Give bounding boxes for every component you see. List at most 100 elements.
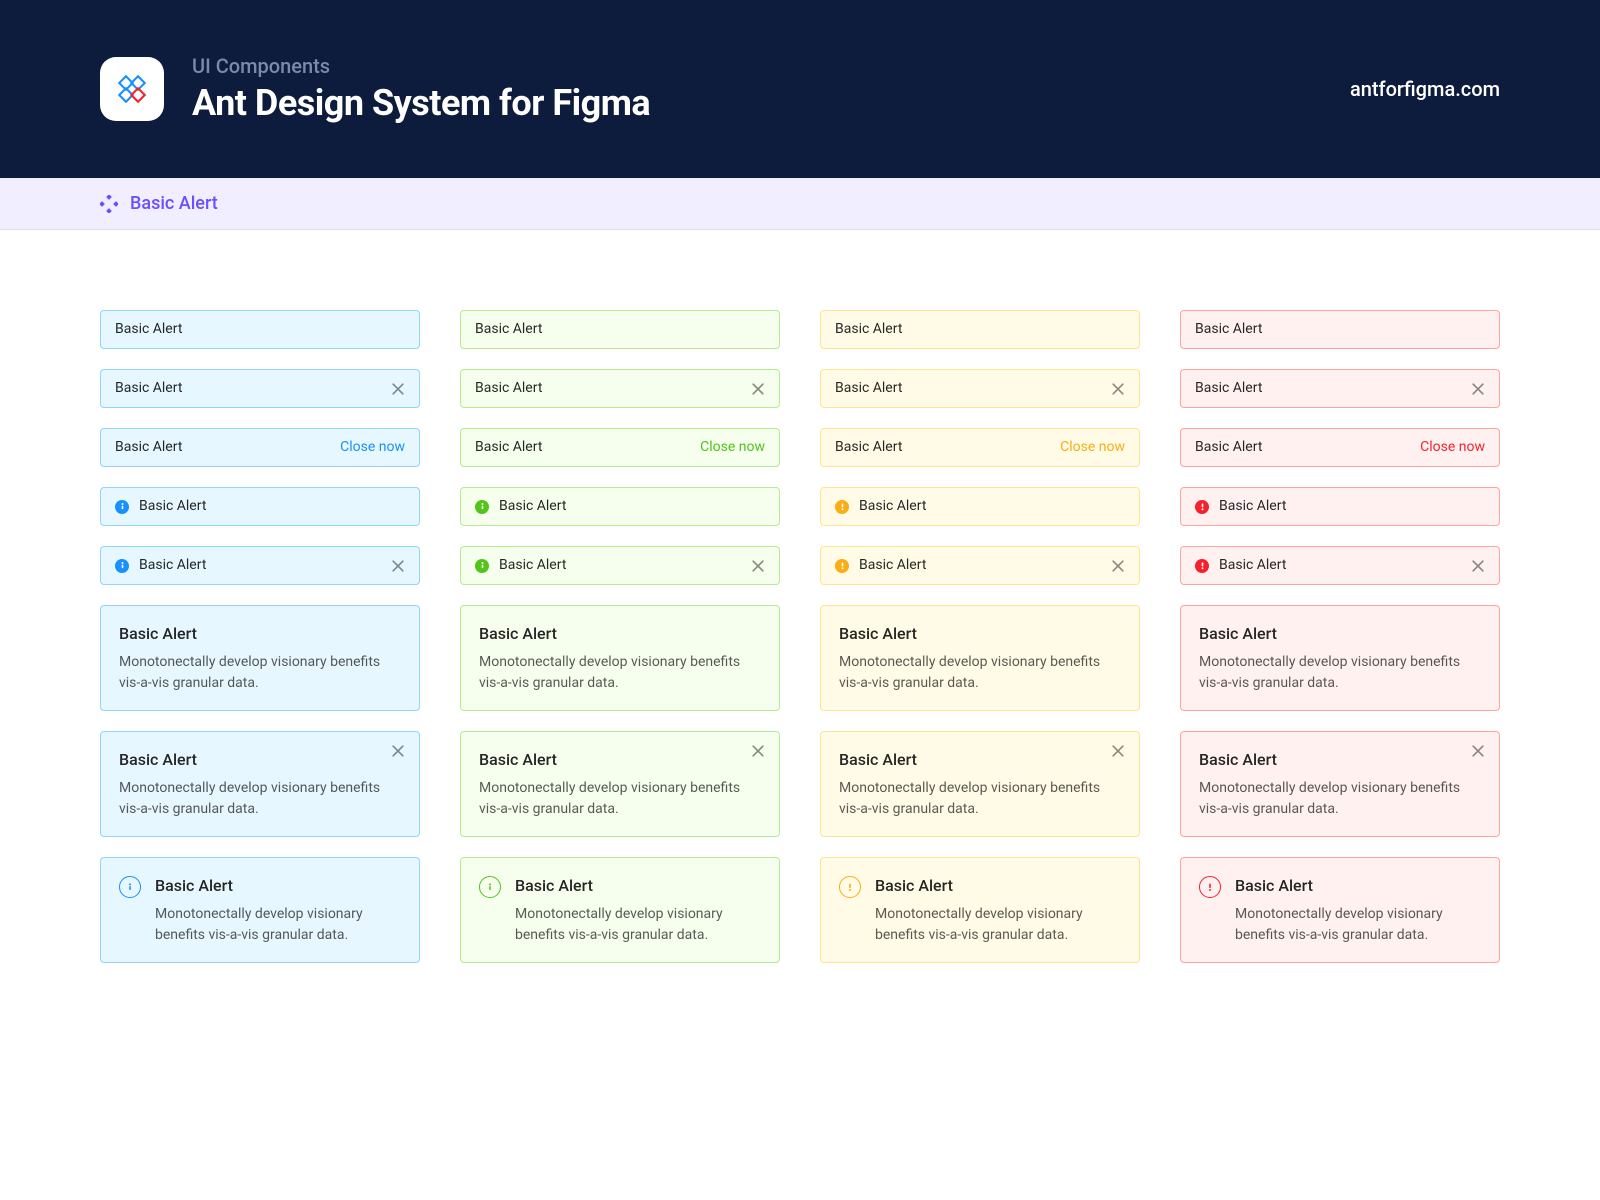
alert-status-icon: [115, 559, 129, 573]
alert-warning-plain_close_x: Basic Alert: [820, 369, 1140, 408]
alert-error-plain_icon_close_x: Basic Alert: [1180, 546, 1500, 585]
alerts-grid: Basic Alert Basic Alert Basic Alert Close…: [100, 310, 1500, 963]
alert-title: Basic Alert: [515, 874, 761, 898]
alert-message: Basic Alert: [115, 437, 332, 458]
alert-column-warning: Basic Alert Basic Alert Basic Alert Close…: [820, 310, 1140, 963]
alert-success-plain_close_x: Basic Alert: [460, 369, 780, 408]
section-diamond-icon: [100, 195, 118, 213]
close-icon[interactable]: [1471, 382, 1485, 396]
alert-message: Basic Alert: [475, 437, 692, 458]
alert-description: Monotonectally develop visionary benefit…: [119, 652, 401, 694]
alert-title: Basic Alert: [1235, 874, 1481, 898]
alert-warning-big: Basic Alert Monotonectally develop visio…: [820, 605, 1140, 711]
alert-status-icon: [839, 876, 861, 898]
alert-description: Monotonectally develop visionary benefit…: [155, 904, 401, 946]
hero-titles: UI Components Ant Design System for Figm…: [192, 54, 650, 124]
alert-message: Basic Alert: [835, 319, 1125, 340]
alert-description: Monotonectally develop visionary benefit…: [1199, 652, 1481, 694]
alert-message: Basic Alert: [139, 496, 405, 517]
close-icon[interactable]: [1471, 744, 1485, 758]
alert-title: Basic Alert: [875, 874, 1121, 898]
alert-status-icon: [1199, 876, 1221, 898]
alert-description: Monotonectally develop visionary benefit…: [839, 778, 1121, 820]
alert-info-big_close_x: Basic Alert Monotonectally develop visio…: [100, 731, 420, 837]
alert-info-plain_close_x: Basic Alert: [100, 369, 420, 408]
alert-error-plain_icon: Basic Alert: [1180, 487, 1500, 526]
alert-status-icon: [475, 559, 489, 573]
alert-info-big: Basic Alert Monotonectally develop visio…: [100, 605, 420, 711]
alert-description: Monotonectally develop visionary benefit…: [119, 778, 401, 820]
alert-info-plain: Basic Alert: [100, 310, 420, 349]
close-icon[interactable]: [1111, 744, 1125, 758]
alert-error-plain: Basic Alert: [1180, 310, 1500, 349]
close-icon[interactable]: [391, 382, 405, 396]
alert-title: Basic Alert: [839, 748, 1121, 772]
alert-warning-plain_icon: Basic Alert: [820, 487, 1140, 526]
close-text-button[interactable]: Close now: [1060, 437, 1125, 458]
close-icon[interactable]: [751, 744, 765, 758]
alert-message: Basic Alert: [1195, 319, 1485, 340]
alert-body: Basic Alert Monotonectally develop visio…: [1235, 874, 1481, 946]
alert-success-big: Basic Alert Monotonectally develop visio…: [460, 605, 780, 711]
alert-error-big_close_x: Basic Alert Monotonectally develop visio…: [1180, 731, 1500, 837]
alert-description: Monotonectally develop visionary benefit…: [479, 778, 761, 820]
close-text-button[interactable]: Close now: [340, 437, 405, 458]
alert-success-plain_icon_close_x: Basic Alert: [460, 546, 780, 585]
alert-description: Monotonectally develop visionary benefit…: [479, 652, 761, 694]
close-icon[interactable]: [1471, 559, 1485, 573]
alert-status-icon: [835, 500, 849, 514]
hero-eyebrow: UI Components: [192, 54, 650, 78]
alert-error-big_icon: Basic Alert Monotonectally develop visio…: [1180, 857, 1500, 963]
alert-success-plain: Basic Alert: [460, 310, 780, 349]
alert-description: Monotonectally develop visionary benefit…: [875, 904, 1121, 946]
alert-title: Basic Alert: [119, 748, 401, 772]
alert-message: Basic Alert: [475, 319, 765, 340]
alert-status-icon: [1195, 500, 1209, 514]
hero-url[interactable]: antforfigma.com: [1350, 77, 1500, 101]
alert-status-icon: [1195, 559, 1209, 573]
close-icon[interactable]: [751, 559, 765, 573]
alerts-grid-wrap: Basic Alert Basic Alert Basic Alert Close…: [0, 230, 1600, 1003]
close-text-button[interactable]: Close now: [700, 437, 765, 458]
alert-status-icon: [115, 500, 129, 514]
close-icon[interactable]: [391, 559, 405, 573]
hero-header: UI Components Ant Design System for Figm…: [0, 0, 1600, 178]
alert-error-big: Basic Alert Monotonectally develop visio…: [1180, 605, 1500, 711]
alert-column-error: Basic Alert Basic Alert Basic Alert Close…: [1180, 310, 1500, 963]
alert-title: Basic Alert: [155, 874, 401, 898]
alert-message: Basic Alert: [835, 437, 1052, 458]
alert-column-success: Basic Alert Basic Alert Basic Alert Close…: [460, 310, 780, 963]
close-icon[interactable]: [1111, 382, 1125, 396]
section-title: Basic Alert: [130, 193, 218, 214]
alert-description: Monotonectally develop visionary benefit…: [839, 652, 1121, 694]
alert-message: Basic Alert: [1195, 437, 1412, 458]
alert-info-plain_close_text: Basic Alert Close now: [100, 428, 420, 467]
alert-column-info: Basic Alert Basic Alert Basic Alert Close…: [100, 310, 420, 963]
close-icon[interactable]: [751, 382, 765, 396]
alert-message: Basic Alert: [115, 319, 405, 340]
hero-title: Ant Design System for Figma: [192, 82, 650, 124]
alert-description: Monotonectally develop visionary benefit…: [515, 904, 761, 946]
alert-message: Basic Alert: [1219, 555, 1463, 576]
close-text-button[interactable]: Close now: [1420, 437, 1485, 458]
alert-title: Basic Alert: [479, 748, 761, 772]
alert-success-big_close_x: Basic Alert Monotonectally develop visio…: [460, 731, 780, 837]
alert-body: Basic Alert Monotonectally develop visio…: [515, 874, 761, 946]
alert-error-plain_close_x: Basic Alert: [1180, 369, 1500, 408]
alert-title: Basic Alert: [119, 622, 401, 646]
close-icon[interactable]: [1111, 559, 1125, 573]
alert-body: Basic Alert Monotonectally develop visio…: [875, 874, 1121, 946]
alert-status-icon: [119, 876, 141, 898]
brand-logo: [100, 57, 164, 121]
alert-info-big_icon: Basic Alert Monotonectally develop visio…: [100, 857, 420, 963]
alert-warning-plain_close_text: Basic Alert Close now: [820, 428, 1140, 467]
alert-message: Basic Alert: [499, 496, 765, 517]
alert-status-icon: [479, 876, 501, 898]
close-icon[interactable]: [391, 744, 405, 758]
alert-warning-plain: Basic Alert: [820, 310, 1140, 349]
ant-logo-icon: [113, 70, 151, 108]
alert-message: Basic Alert: [859, 555, 1103, 576]
section-bar: Basic Alert: [0, 178, 1600, 230]
alert-info-plain_icon: Basic Alert: [100, 487, 420, 526]
alert-warning-big_close_x: Basic Alert Monotonectally develop visio…: [820, 731, 1140, 837]
